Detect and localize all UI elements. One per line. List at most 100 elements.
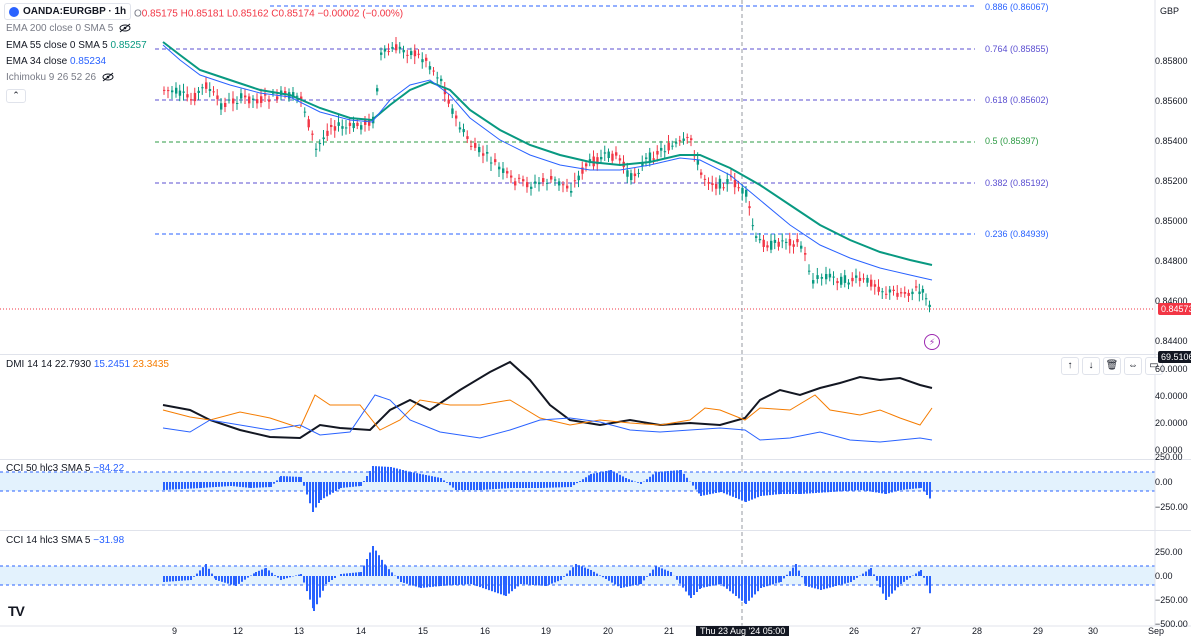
candle-body [929, 305, 931, 307]
cci50-bar [501, 482, 503, 489]
tradingview-logo[interactable]: TV [8, 603, 24, 619]
collapse-icon[interactable]: ⇔ [1124, 357, 1142, 375]
cci50-bar [920, 482, 922, 488]
cci50-bar [775, 482, 777, 495]
cci50-bar [745, 482, 747, 502]
pane-separator[interactable] [0, 354, 1191, 355]
cci14-bar [202, 567, 204, 576]
cci50-bar [695, 482, 697, 490]
cci14-bar [929, 576, 931, 593]
flag-icon [9, 7, 19, 17]
candle-body [770, 241, 772, 250]
cci14-bar [218, 576, 220, 581]
cci14-bar [783, 576, 785, 578]
cci50-bar [513, 482, 515, 488]
candle-body [380, 53, 382, 55]
pane-separator[interactable] [0, 459, 1191, 460]
cci14-bar [775, 576, 777, 584]
cci14-bar [563, 576, 565, 577]
cci14-bar [328, 576, 330, 582]
cci14-bar [838, 576, 840, 585]
pane-separator[interactable] [0, 530, 1191, 531]
cci14-bar [476, 576, 478, 586]
candle-body [395, 44, 397, 50]
cci50-bar [366, 476, 368, 482]
time-tick: 19 [541, 626, 551, 636]
cci50-bar [209, 482, 211, 487]
candle-body [653, 158, 655, 160]
candle-body [538, 182, 540, 184]
candle-body [315, 149, 317, 150]
fib-label-0236: 0.236 (0.84939) [985, 229, 1049, 239]
cci14-legend[interactable]: CCI 14 hlc3 SMA 5 −31.98 [6, 533, 124, 549]
cci14-bar [780, 576, 782, 582]
eye-hidden-icon[interactable] [102, 72, 114, 82]
cci50-bar [519, 482, 521, 488]
cci50-bar [588, 475, 590, 482]
collapse-legend-button[interactable]: ⌃ [6, 89, 26, 103]
move-down-icon[interactable]: ↓ [1082, 357, 1100, 375]
cci14-bar [385, 566, 387, 576]
cci50-bar [798, 482, 800, 494]
lightning-icon[interactable]: ⚡ [924, 334, 940, 350]
cci50-bar [622, 476, 624, 482]
cci50-bar [166, 482, 168, 490]
cci50-bar [175, 482, 177, 489]
cci14-bar [835, 576, 837, 586]
currency-label: GBP [1160, 6, 1179, 16]
cci14-bar [587, 569, 589, 576]
cci14-bar [581, 566, 583, 576]
cci14-bar [811, 576, 813, 588]
cci50-bar [242, 482, 244, 487]
ichimoku-legend[interactable]: Ichimoku 9 26 52 26 [6, 70, 114, 86]
ema34-legend[interactable]: EMA 34 close 0.85234 [6, 54, 106, 70]
cci14-bar [491, 576, 493, 591]
candle-body [510, 176, 512, 178]
move-up-icon[interactable]: ↑ [1061, 357, 1079, 375]
dmi-label: DMI 14 14 [6, 359, 52, 370]
cci14-bar [464, 576, 466, 584]
cci50-bar [346, 482, 348, 487]
cci14-bar [548, 576, 550, 585]
cci14-bar [322, 576, 324, 591]
cci50-legend[interactable]: CCI 50 hlc3 SMA 5 −84.22 [6, 461, 124, 477]
cci14-bar [640, 576, 642, 584]
cci50-bar [200, 482, 202, 488]
candle-body [414, 50, 416, 56]
cci50-bar [495, 482, 497, 489]
cci50-bar [300, 477, 302, 482]
delete-icon[interactable]: 🗑 [1103, 357, 1121, 375]
cci50-bar [628, 479, 630, 482]
cci50-bar [326, 482, 328, 496]
cci50-bar [860, 482, 862, 490]
eye-hidden-icon[interactable] [119, 23, 131, 33]
cci14-bar [693, 576, 695, 595]
cci50-bar [443, 480, 445, 482]
candle-body [205, 82, 207, 88]
candle-body [726, 179, 728, 184]
candle-body [494, 159, 496, 162]
candle-body [244, 96, 246, 98]
cci14-bar [897, 576, 899, 587]
symbol-pill[interactable]: OANDA:EURGBP · 1h [4, 3, 131, 20]
ema55-value: 0.85257 [111, 40, 147, 51]
cci14-bar [572, 567, 574, 576]
cci50-bar [795, 482, 797, 494]
candle-body [752, 225, 754, 226]
cci50-bar [772, 482, 774, 495]
candle-body [774, 240, 776, 243]
ema200-legend[interactable]: EMA 200 close 0 SMA 5 [6, 21, 131, 37]
ema55-legend[interactable]: EMA 55 close 0 SMA 5 0.85257 [6, 38, 147, 54]
candle-body [183, 92, 185, 93]
cci14-bar [638, 576, 640, 584]
cci14-bar [235, 576, 237, 586]
cci14-bar [494, 576, 496, 592]
cci14-bar [289, 576, 291, 577]
cci14-bar [786, 575, 788, 576]
cci50-bar [434, 477, 436, 482]
cci14-bar [620, 576, 622, 588]
candle-body [268, 100, 270, 102]
cci14-bar [551, 576, 553, 584]
candle-body [391, 47, 393, 49]
dmi-legend[interactable]: DMI 14 14 22.7930 15.2451 23.3435 [6, 357, 169, 373]
